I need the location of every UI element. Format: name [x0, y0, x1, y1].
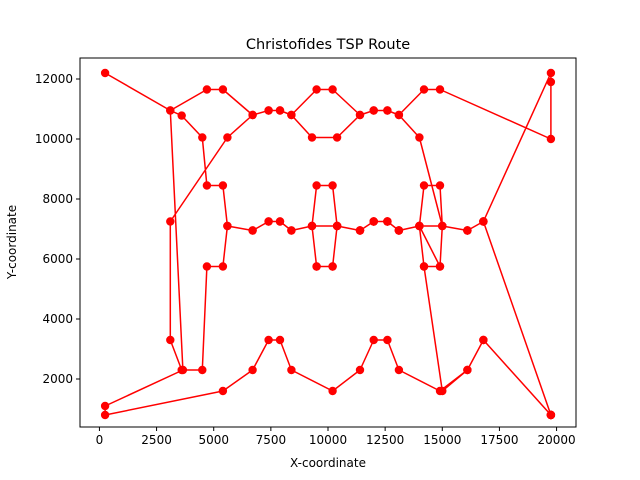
route-point — [332, 221, 342, 231]
route-point — [198, 365, 207, 375]
x-tick-label: 20000 — [537, 433, 575, 447]
route-point — [287, 110, 296, 120]
route-point — [218, 85, 228, 94]
route-point — [419, 85, 429, 94]
route-point — [166, 106, 175, 115]
route-point — [218, 181, 228, 190]
y-tick-label: 2000 — [42, 372, 73, 386]
route-point — [312, 181, 321, 190]
route-point — [312, 85, 321, 94]
route-point — [355, 226, 365, 235]
route-point — [307, 221, 317, 231]
route-point — [435, 85, 445, 94]
route-point — [415, 133, 424, 142]
x-tick-label: 12500 — [366, 433, 404, 447]
route-point — [546, 77, 556, 87]
route-point — [419, 181, 429, 190]
route-point — [415, 221, 424, 231]
y-axis-label: Y-coordinate — [5, 205, 19, 280]
route-point — [275, 106, 285, 115]
route-point — [275, 335, 285, 345]
route-point — [479, 335, 488, 345]
x-axis-label: X-coordinate — [290, 456, 366, 470]
route-point — [328, 85, 337, 94]
route-point — [355, 365, 365, 375]
route-point — [394, 365, 404, 375]
x-tick-label: 15000 — [423, 433, 461, 447]
route-point — [479, 217, 488, 226]
x-axis-ticks: 0 2500 5000 7500 10000 12500 15000 17500 20000 — [96, 427, 576, 447]
y-axis-ticks: 2000 4000 6000 8000 10000 12000 — [35, 72, 80, 386]
route-point — [287, 365, 296, 375]
route-point — [166, 335, 175, 345]
route-point — [287, 226, 296, 235]
route-point — [275, 217, 285, 226]
route-point — [100, 410, 110, 420]
route-point — [463, 226, 472, 235]
route-point — [546, 68, 556, 78]
route-point — [202, 181, 212, 190]
route-point — [369, 335, 378, 345]
route-point — [383, 335, 392, 345]
route-point — [218, 386, 228, 396]
x-tick-label: 2500 — [141, 433, 172, 447]
route-point — [435, 262, 445, 271]
y-tick-label: 6000 — [42, 252, 73, 266]
route-point — [328, 262, 337, 271]
route-point — [100, 68, 110, 78]
route-point — [328, 181, 337, 190]
route-point — [383, 106, 392, 115]
route-point — [307, 133, 317, 142]
x-tick-label: 10000 — [309, 433, 347, 447]
route-point — [546, 134, 556, 144]
route-point — [248, 226, 257, 235]
route-point — [202, 262, 212, 271]
route-point — [328, 386, 337, 396]
route-point — [264, 217, 273, 226]
x-tick-label: 0 — [96, 433, 104, 447]
route-point — [264, 106, 273, 115]
route-point — [369, 217, 378, 226]
route-point — [463, 365, 472, 375]
route-point — [438, 386, 447, 396]
y-tick-label: 8000 — [42, 192, 73, 206]
route-point — [355, 110, 365, 120]
route-point — [202, 85, 212, 94]
y-tick-label: 12000 — [35, 72, 73, 86]
route-point — [438, 221, 447, 231]
chart-title: Christofides TSP Route — [246, 37, 410, 53]
route-point — [198, 133, 207, 142]
route-point — [394, 110, 404, 120]
route-point — [223, 221, 232, 231]
route-point — [312, 262, 321, 271]
route-point — [419, 262, 429, 271]
marker-layer — [100, 68, 556, 420]
y-tick-label: 4000 — [42, 312, 73, 326]
route-point — [248, 365, 257, 375]
route-point — [332, 133, 342, 142]
route-point — [546, 410, 556, 420]
route-point — [177, 365, 186, 375]
x-tick-label: 5000 — [198, 433, 229, 447]
x-tick-label: 7500 — [256, 433, 287, 447]
route-point — [177, 111, 186, 120]
route-point — [264, 335, 273, 345]
route-point — [166, 217, 175, 226]
route-point — [435, 181, 445, 190]
route-point — [383, 217, 392, 226]
route-point — [394, 226, 404, 235]
route-point — [248, 110, 257, 120]
plot-area — [80, 58, 576, 427]
route-point — [218, 262, 228, 271]
route-point — [223, 133, 232, 142]
y-tick-label: 10000 — [35, 132, 73, 146]
route-point — [369, 106, 378, 115]
x-tick-label: 17500 — [480, 433, 518, 447]
route-point — [100, 401, 110, 411]
